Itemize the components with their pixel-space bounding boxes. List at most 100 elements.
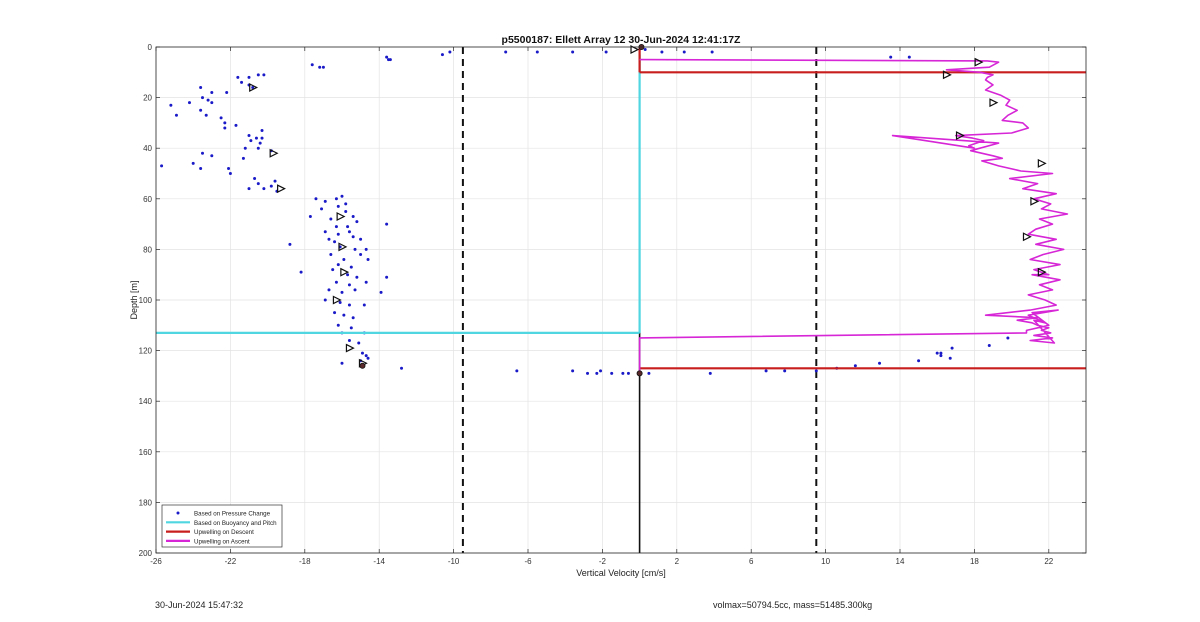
x-tick-label: 10: [821, 557, 830, 566]
based-on-pressure-change-point: [320, 207, 324, 211]
x-tick-label: -18: [299, 557, 311, 566]
based-on-pressure-change-point: [334, 225, 338, 229]
based-on-pressure-change-point: [364, 247, 368, 251]
based-on-pressure-change-point: [333, 311, 337, 315]
x-tick-label: 14: [896, 557, 905, 566]
direction-triangle-marker: [338, 242, 348, 252]
legend-label: Upwelling on Descent: [194, 529, 254, 536]
based-on-pressure-change-point: [247, 75, 251, 79]
direction-triangle-marker: [1037, 267, 1047, 277]
chart-title: p5500187: Ellett Array 12 30-Jun-2024 12…: [502, 34, 741, 46]
based-on-pressure-change-point: [247, 134, 251, 138]
based-on-pressure-change-point: [199, 85, 203, 89]
based-on-pressure-change-point: [939, 354, 943, 358]
based-on-pressure-change-point: [321, 65, 325, 69]
y-tick-label: 180: [139, 498, 153, 507]
based-on-pressure-change-point: [253, 177, 257, 181]
based-on-pressure-change-point: [288, 242, 292, 246]
y-tick-label: 120: [139, 347, 153, 356]
based-on-pressure-change-point: [783, 369, 787, 373]
based-on-pressure-change-point: [448, 50, 452, 54]
series-layer: [156, 47, 1086, 375]
grid: [155, 46, 1086, 554]
based-on-pressure-change-point: [359, 252, 363, 256]
based-on-pressure-change-point: [210, 91, 214, 95]
based-on-pressure-change-point: [571, 369, 575, 373]
based-on-pressure-change-point: [243, 146, 247, 150]
based-on-pressure-change-point: [327, 288, 331, 292]
based-on-pressure-change-point: [201, 151, 204, 155]
based-on-pressure-change-point: [308, 215, 312, 219]
based-on-pressure-change-point: [260, 128, 264, 132]
based-on-pressure-change-point: [710, 50, 714, 54]
based-on-pressure-change-point: [329, 252, 333, 256]
based-on-pressure-change-point: [249, 139, 253, 143]
based-on-pressure-change-point: [535, 50, 539, 54]
x-tick-label: -2: [599, 557, 607, 566]
x-tick-label: 6: [749, 557, 754, 566]
based-on-pressure-change-point: [323, 230, 327, 234]
tick-labels: -26 -22 -18 -14 -10 -6 -2 2 6 10 14 18 2202040608010…: [139, 43, 1086, 566]
based-on-pressure-change-point: [660, 50, 664, 54]
based-on-pressure-change-point: [347, 230, 351, 234]
based-on-pressure-change-point: [210, 101, 214, 105]
based-on-pressure-change-point: [223, 121, 227, 125]
y-tick-label: 60: [143, 195, 152, 204]
based-on-pressure-change-point: [225, 91, 229, 95]
based-on-pressure-change-point: [241, 156, 245, 160]
direction-triangle-marker: [1037, 158, 1047, 168]
direction-triangle-marker: [340, 267, 350, 277]
based-on-pressure-change-point: [169, 103, 173, 107]
based-on-pressure-change-point: [344, 209, 348, 213]
based-on-pressure-change-point: [388, 58, 392, 62]
based-on-pressure-change-point: [621, 371, 625, 375]
based-on-pressure-change-point: [385, 55, 389, 59]
based-on-pressure-change-point: [256, 146, 260, 150]
based-on-pressure-change-point: [889, 55, 893, 59]
direction-triangle-marker: [955, 131, 965, 141]
based-on-pressure-change-point: [174, 113, 178, 117]
based-on-pressure-change-point: [347, 303, 351, 307]
based-on-pressure-change-point: [346, 225, 350, 229]
based-on-pressure-change-point: [351, 215, 355, 219]
based-on-pressure-change-point: [344, 202, 348, 206]
based-on-pressure-change-point: [853, 364, 857, 368]
based-on-pressure-change-point: [314, 197, 318, 201]
direction-triangle-marker: [336, 212, 346, 221]
based-on-pressure-change-point: [262, 73, 266, 77]
based-on-pressure-change-point: [1006, 336, 1010, 340]
direction-triangle-marker: [277, 184, 286, 194]
based-on-pressure-change-point: [336, 204, 340, 208]
based-on-pressure-change-point: [251, 85, 255, 89]
legend-label: Based on Pressure Change: [194, 511, 271, 518]
x-tick-label: -26: [150, 557, 162, 566]
based-on-pressure-change-point: [366, 258, 370, 262]
based-on-pressure-change-point: [379, 290, 383, 294]
based-on-pressure-change-point: [323, 199, 327, 203]
based-on-pressure-change-point: [334, 280, 338, 284]
based-on-pressure-change-point: [160, 164, 164, 168]
based-on-pressure-change-point: [814, 369, 818, 373]
based-on-pressure-change-point: [364, 354, 368, 358]
based-on-pressure-change-point: [206, 98, 210, 102]
based-on-pressure-change-point: [199, 108, 203, 112]
based-on-pressure-change-point: [336, 232, 340, 236]
upwelling-on-ascent-line: [638, 58, 1069, 371]
y-tick-label: 40: [143, 144, 152, 153]
based-on-pressure-change-point: [310, 63, 314, 67]
based-on-pressure-change-point: [340, 361, 344, 365]
based-on-pressure-change-point: [939, 351, 943, 355]
based-on-pressure-change-point: [201, 96, 204, 100]
based-on-pressure-change-point: [353, 247, 357, 251]
legend-label: Upwelling on Ascent: [194, 538, 250, 545]
based-on-pressure-change-point: [342, 313, 346, 317]
based-on-pressure-change-point: [236, 75, 240, 79]
based-on-pressure-change-point: [256, 73, 260, 77]
based-on-pressure-change-point: [331, 268, 335, 272]
direction-triangle-marker: [249, 83, 259, 92]
based-on-pressure-change-point: [334, 197, 338, 201]
y-tick-label: 0: [148, 43, 153, 52]
x-tick-label: -10: [448, 557, 460, 566]
based-on-pressure-change-point: [357, 341, 361, 345]
